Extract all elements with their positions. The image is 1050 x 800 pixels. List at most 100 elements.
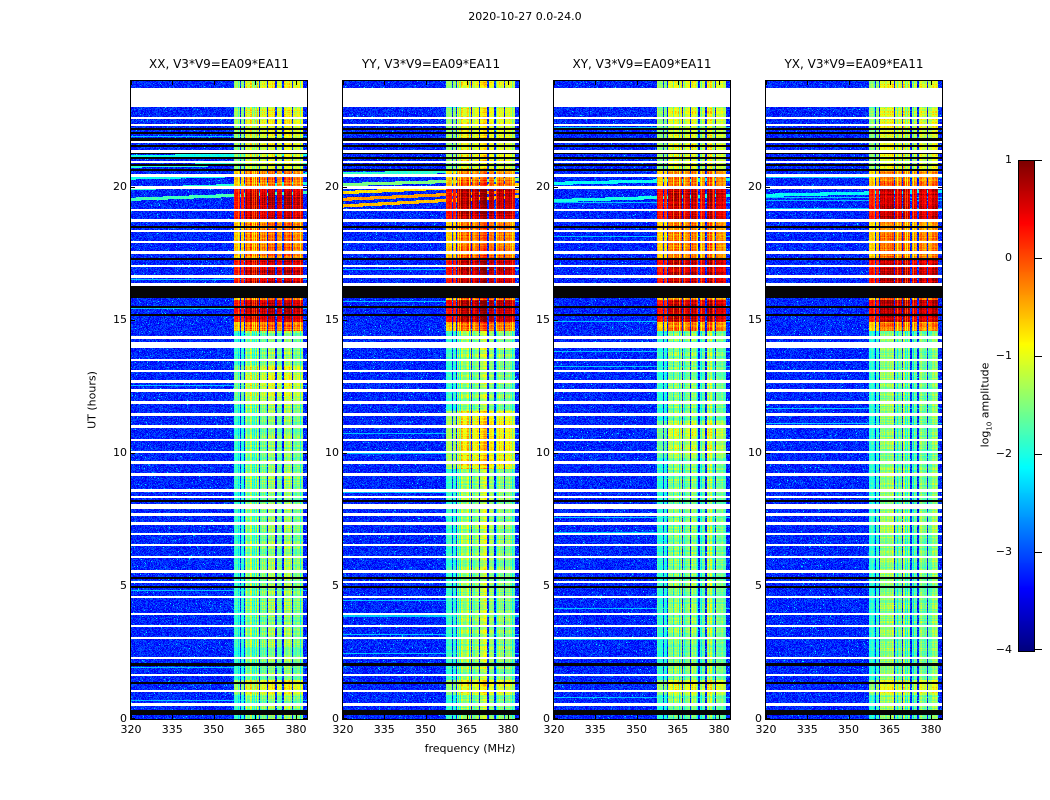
axis-tick [595,81,597,85]
colorbar-label-sub: 10 [985,421,994,431]
axis-tick [515,453,519,455]
x-tick-label: 320 [543,723,565,736]
x-tick-label: 320 [755,723,777,736]
axis-tick [595,715,597,719]
colorbar-frame [1018,160,1035,652]
colorbar-label: log10 amplitude [978,363,993,448]
axis-tick [515,718,519,719]
axis-tick [213,715,215,719]
y-tick-label: 20 [325,180,339,194]
y-tick-label: 10 [536,446,550,460]
panel-title: XX, V3*V9=EA09*EA11 [149,57,289,71]
axis-tick [766,586,770,588]
y-tick-label: 5 [755,579,762,593]
axis-tick [213,81,215,85]
x-tick-label: 320 [120,723,142,736]
x-tick-label: 365 [879,723,901,736]
axis-tick [807,81,809,85]
axis-tick [254,715,256,719]
x-tick-label: 335 [373,723,395,736]
axis-tick [889,715,891,719]
axis-tick [131,586,135,588]
axis-tick [508,715,509,719]
y-tick-label: 20 [748,180,762,194]
axis-tick [384,81,386,85]
axis-tick [131,81,132,85]
axis-tick [172,81,174,85]
colorbar-label-suffix: amplitude [978,362,992,422]
y-axis-label: UT (hours) [85,371,99,429]
colorbar-label-prefix: log [978,430,992,448]
x-tick-label: 365 [667,723,689,736]
axis-tick [554,718,558,719]
spectrogram-canvas-xx [130,80,308,720]
y-tick-label: 10 [113,446,127,460]
figure-title: 2020-10-27 0.0-24.0 [468,10,582,23]
axis-tick [766,453,770,455]
axis-tick [848,81,850,85]
axis-tick [677,81,679,85]
y-tick-label: 5 [120,579,127,593]
axis-tick [726,187,730,189]
colorbar-tick-label: 1 [1005,153,1012,166]
colorbar-tick-label: 0 [1005,251,1012,264]
axis-tick [726,320,730,322]
colorbar-tick [1035,649,1042,650]
y-tick-label: 10 [325,446,339,460]
axis-tick [807,715,809,719]
axis-tick [938,187,942,189]
axis-tick [466,715,468,719]
axis-tick [343,715,344,719]
axis-tick [938,586,942,588]
x-tick-label: 335 [584,723,606,736]
x-tick-label: 335 [796,723,818,736]
colorbar-tick [1035,356,1042,357]
colorbar [1019,161,1034,651]
axis-tick [296,715,297,719]
axis-tick [343,453,347,455]
x-tick-label: 350 [415,723,436,736]
axis-tick [343,718,347,719]
axis-tick [303,453,307,455]
axis-tick [254,81,256,85]
axis-tick [889,81,891,85]
axis-tick [384,715,386,719]
x-tick-label: 380 [285,723,307,736]
axis-tick [554,320,558,322]
x-tick-label: 380 [920,723,942,736]
axis-tick [554,586,558,588]
axis-tick [515,586,519,588]
x-tick-label: 365 [244,723,266,736]
axis-tick [131,453,135,455]
axis-tick [636,81,638,85]
axis-tick [554,453,558,455]
axis-tick [425,715,427,719]
axis-tick [343,320,347,322]
x-tick-label: 350 [626,723,647,736]
axis-tick [938,320,942,322]
x-tick-label: 320 [332,723,354,736]
axis-tick [938,718,942,719]
axis-tick [726,586,730,588]
x-tick-label: 365 [456,723,478,736]
y-tick-label: 10 [748,446,762,460]
axis-tick [425,81,427,85]
colorbar-tick-label: −4 [995,643,1012,656]
axis-tick [938,453,942,455]
y-tick-label: 20 [536,180,550,194]
axis-tick [303,320,307,322]
axis-tick [766,187,770,189]
axis-tick [719,81,720,85]
axis-tick [172,715,174,719]
axis-tick [554,81,555,85]
axis-tick [726,718,730,719]
axis-tick [131,320,135,322]
axis-tick [554,187,558,189]
axis-tick [343,81,344,85]
axis-tick [766,320,770,322]
axis-tick [303,187,307,189]
axis-tick [726,453,730,455]
spectrogram-canvas-yx [765,80,943,720]
axis-tick [515,320,519,322]
